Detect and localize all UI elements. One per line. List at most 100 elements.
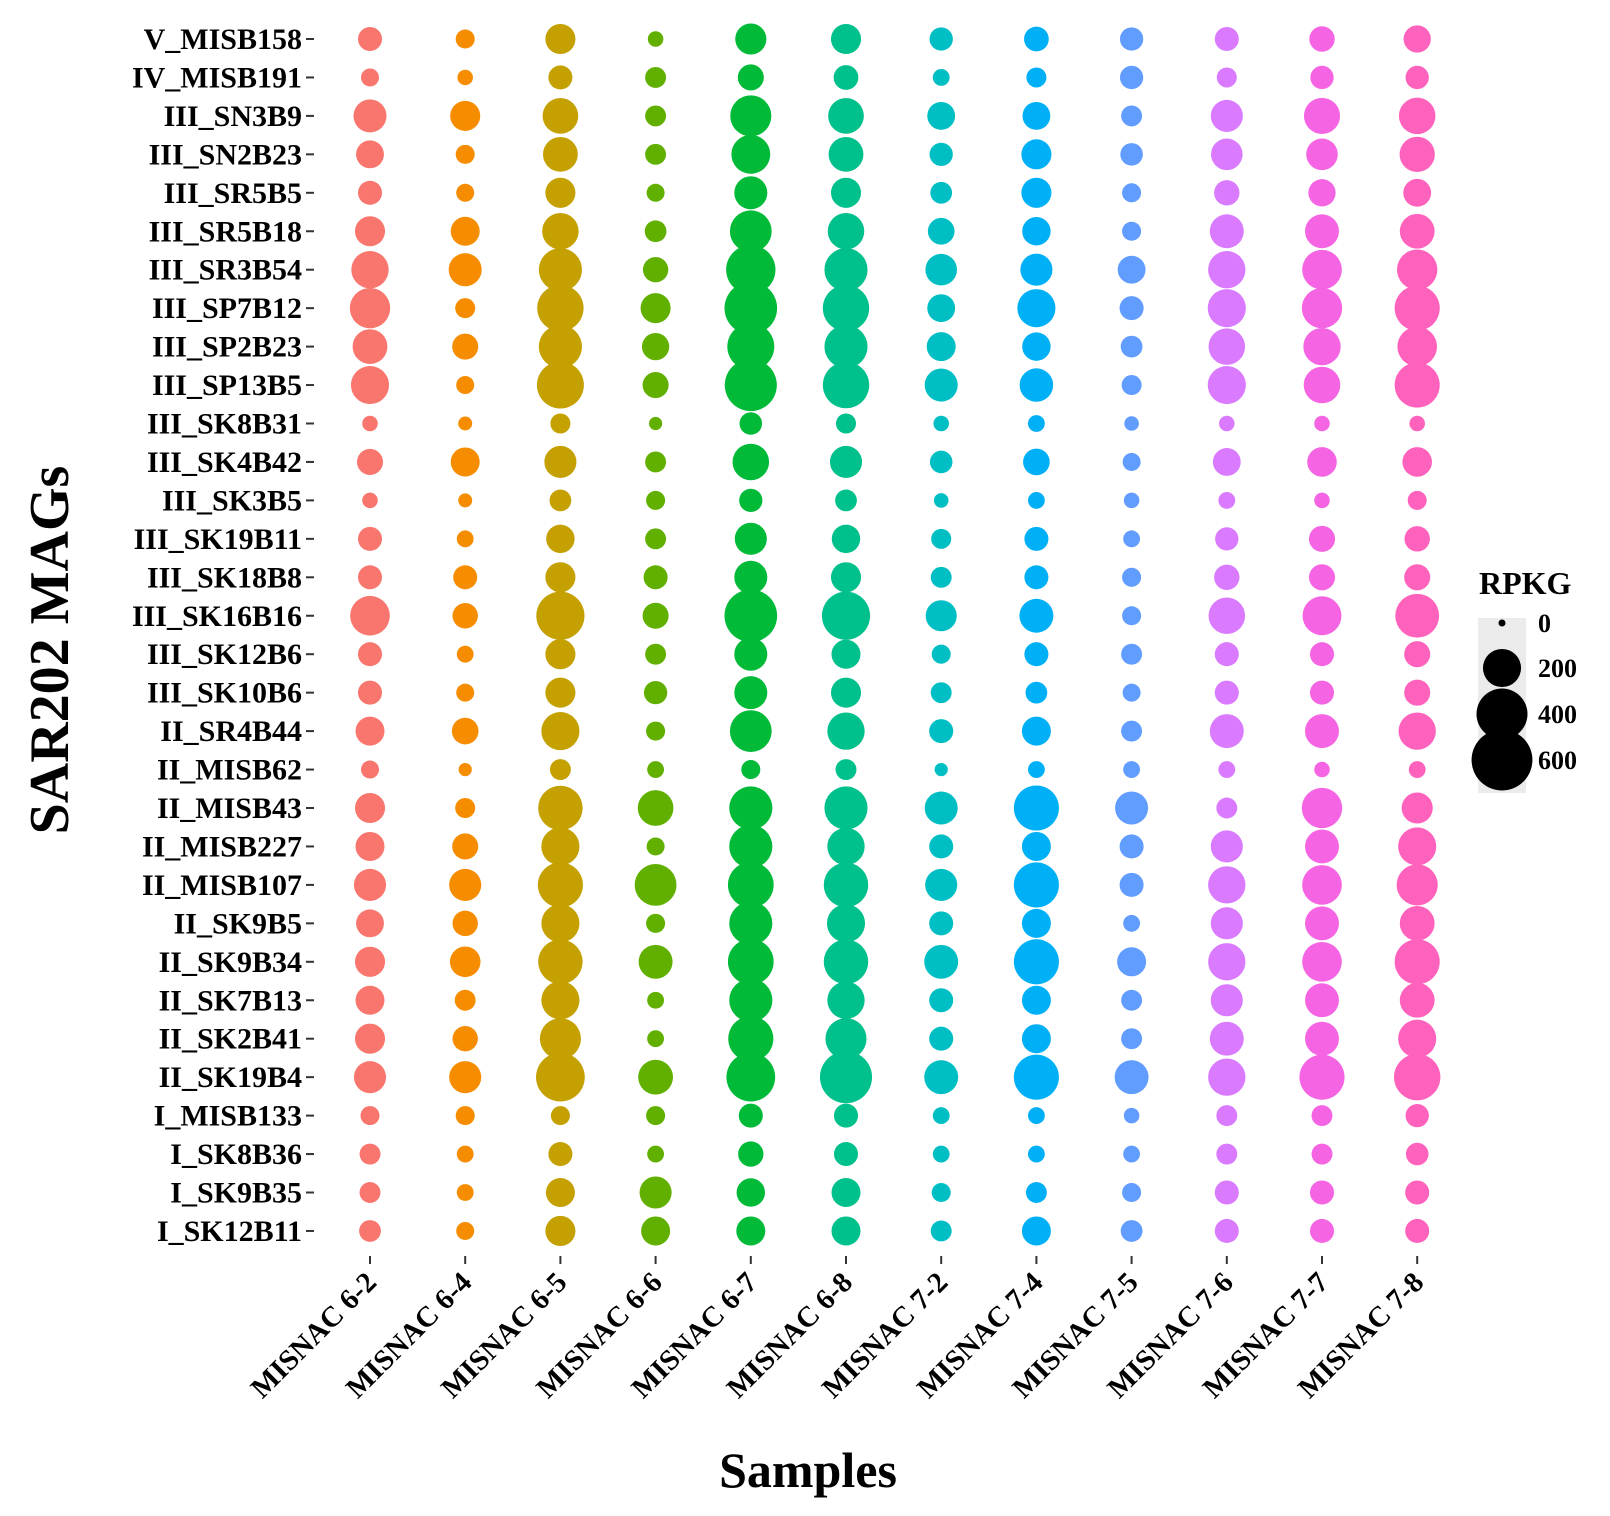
data-point bbox=[1117, 255, 1146, 284]
data-point bbox=[1212, 448, 1241, 476]
data-point bbox=[360, 1106, 380, 1126]
y-tick-label: II_MISB107 bbox=[142, 869, 302, 902]
legend-key bbox=[1471, 729, 1533, 791]
legend-items: 0 200 400 600 bbox=[1471, 609, 1577, 791]
data-point bbox=[643, 680, 668, 705]
data-point bbox=[1219, 415, 1235, 432]
data-point bbox=[1404, 679, 1431, 706]
data-point bbox=[458, 416, 473, 431]
data-point bbox=[724, 589, 778, 643]
data-point bbox=[739, 488, 763, 513]
data-point bbox=[1394, 285, 1440, 331]
data-point bbox=[349, 287, 391, 329]
data-point bbox=[1394, 362, 1440, 408]
data-point bbox=[1401, 792, 1433, 824]
data-point bbox=[727, 862, 774, 908]
y-tick-label: III_SK18B8 bbox=[147, 561, 302, 594]
legend-title: RPKG bbox=[1479, 565, 1572, 601]
data-point bbox=[1017, 289, 1056, 328]
data-point bbox=[645, 105, 667, 127]
data-point bbox=[1305, 1021, 1339, 1056]
data-point bbox=[1021, 177, 1052, 208]
data-point bbox=[1027, 1145, 1045, 1163]
data-point bbox=[542, 136, 578, 172]
data-point bbox=[455, 298, 476, 319]
data-point bbox=[729, 824, 773, 869]
data-point bbox=[353, 1061, 387, 1094]
data-point bbox=[456, 376, 475, 395]
data-point bbox=[734, 676, 768, 710]
data-point bbox=[456, 1145, 474, 1163]
legend-key bbox=[1476, 688, 1528, 740]
data-point bbox=[1120, 143, 1143, 166]
data-point bbox=[1405, 1218, 1430, 1243]
data-point bbox=[545, 1178, 575, 1207]
data-point bbox=[1397, 249, 1438, 290]
data-point bbox=[824, 786, 868, 830]
data-point bbox=[825, 1018, 867, 1060]
data-point bbox=[732, 443, 770, 481]
data-point bbox=[824, 325, 868, 369]
data-point bbox=[1309, 26, 1335, 52]
data-point bbox=[1120, 335, 1143, 358]
data-point bbox=[647, 991, 665, 1009]
data-point bbox=[736, 1178, 766, 1207]
data-point bbox=[1218, 761, 1236, 778]
data-point bbox=[726, 1052, 776, 1102]
data-point bbox=[926, 332, 956, 362]
data-point bbox=[644, 220, 667, 243]
data-point bbox=[1124, 416, 1139, 431]
data-point bbox=[641, 1216, 671, 1246]
data-point bbox=[927, 294, 956, 323]
y-tick-label: III_SR5B18 bbox=[149, 215, 302, 248]
data-point bbox=[458, 493, 473, 508]
legend: RPKG 0 200 400 600 bbox=[1471, 565, 1577, 793]
data-point bbox=[929, 27, 953, 51]
data-point bbox=[456, 1221, 475, 1240]
data-point bbox=[356, 448, 384, 475]
data-point bbox=[645, 451, 667, 473]
data-point bbox=[1210, 907, 1243, 940]
data-point bbox=[545, 1215, 576, 1246]
data-point bbox=[1208, 1058, 1246, 1096]
data-point bbox=[826, 904, 866, 943]
data-point bbox=[1122, 221, 1142, 241]
data-point bbox=[1121, 720, 1143, 742]
data-point bbox=[1208, 251, 1246, 289]
data-point bbox=[741, 760, 761, 780]
data-point bbox=[1021, 716, 1051, 746]
data-point bbox=[1123, 1145, 1141, 1163]
data-point bbox=[1208, 328, 1246, 365]
data-point bbox=[929, 719, 954, 744]
data-point bbox=[647, 761, 665, 778]
y-tick-label: III_SK12B6 bbox=[147, 638, 302, 671]
data-point bbox=[738, 1103, 763, 1128]
data-point bbox=[828, 98, 864, 134]
data-point bbox=[353, 868, 387, 901]
data-point bbox=[456, 645, 474, 663]
data-point bbox=[1216, 1143, 1238, 1165]
y-tick-label: V_MISB158 bbox=[144, 23, 302, 56]
data-point bbox=[1314, 761, 1330, 778]
data-point bbox=[1022, 101, 1051, 130]
data-point bbox=[457, 69, 473, 86]
data-point bbox=[731, 134, 771, 174]
data-point bbox=[1121, 989, 1143, 1011]
data-point bbox=[548, 1142, 573, 1167]
data-point bbox=[638, 1059, 674, 1095]
data-point bbox=[546, 524, 575, 554]
data-point bbox=[1013, 862, 1059, 908]
y-tick-label: III_SK8B31 bbox=[147, 408, 302, 441]
data-point bbox=[925, 600, 957, 632]
data-point bbox=[927, 217, 955, 245]
data-point bbox=[538, 248, 582, 292]
data-point bbox=[1404, 526, 1430, 552]
data-point bbox=[1399, 905, 1435, 941]
data-point bbox=[835, 759, 857, 781]
data-point bbox=[1405, 65, 1429, 90]
data-point bbox=[1305, 829, 1339, 864]
data-point bbox=[1302, 249, 1342, 290]
data-point bbox=[827, 827, 865, 866]
data-point bbox=[355, 985, 385, 1015]
legend-label: 600 bbox=[1538, 746, 1577, 775]
